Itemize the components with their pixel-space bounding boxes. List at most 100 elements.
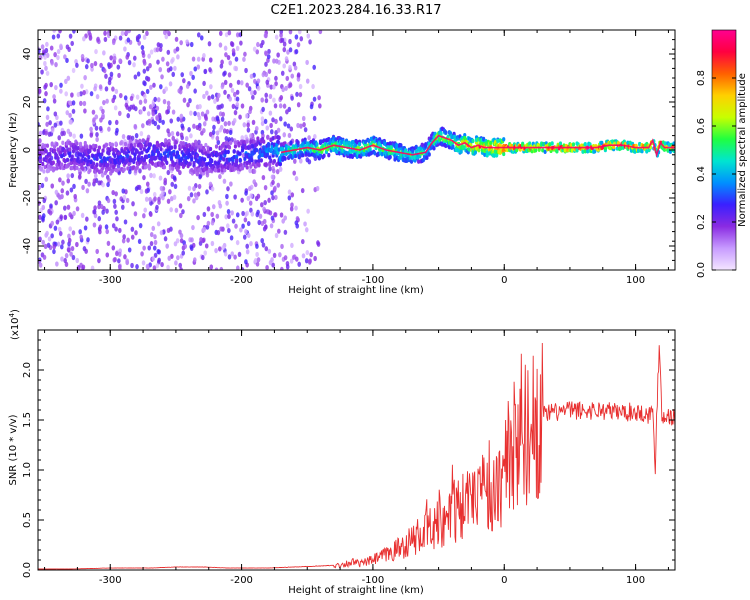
spectrogram-ridge-cell <box>583 142 587 147</box>
spectrogram-noise-cell <box>263 200 267 206</box>
spectrogram-noise-cell <box>293 158 297 164</box>
spectrogram-noise-cell <box>268 166 272 172</box>
x-tick-label: -200 <box>230 275 253 286</box>
spectrogram-noise-cell <box>265 125 270 131</box>
spectrogram-noise-cell <box>82 90 86 96</box>
spectrogram-noise-cell <box>179 40 183 46</box>
spectrogram-noise-cell <box>296 76 301 82</box>
spectrogram-noise-cell <box>139 109 143 115</box>
spectrogram-ridge-cell <box>664 141 668 146</box>
spectrogram-noise-cell <box>202 53 206 59</box>
spectrogram-noise-cell <box>158 67 163 73</box>
spectrogram-ridge-cell <box>171 166 175 171</box>
spectrogram-noise-cell <box>97 258 101 264</box>
spectrogram-noise-cell <box>91 109 96 115</box>
spectrogram-noise-cell <box>244 67 248 74</box>
spectrogram-noise-cell <box>50 233 54 239</box>
spectrogram-noise-cell <box>243 217 248 223</box>
spectrogram-noise-cell <box>203 250 208 256</box>
spectrogram-noise-cell <box>231 103 236 109</box>
spectrogram-noise-cell <box>140 44 145 51</box>
spectrogram-noise-cell <box>249 207 253 213</box>
spectrogram-noise-cell <box>132 55 137 61</box>
spectrogram-ridge-cell <box>277 147 281 152</box>
spectrogram-ridge-cell <box>184 155 188 160</box>
spectrogram-noise-cell <box>102 99 106 106</box>
spectrogram-ridge-cell <box>175 150 180 155</box>
spectrogram-noise-cell <box>295 215 300 222</box>
spectrogram-noise-cell <box>72 210 76 217</box>
spectrogram-ridge-cell <box>586 149 590 154</box>
spectrogram-noise-cell <box>155 263 160 269</box>
spectrogram-noise-cell <box>288 64 292 71</box>
chart-title: C2E1.2023.284.16.33.R17 <box>270 3 441 18</box>
spectrogram-noise-cell <box>95 94 100 100</box>
spectrogram-noise-cell <box>205 189 209 195</box>
spectrogram-noise-cell <box>307 159 312 165</box>
spectrogram-noise-cell <box>265 264 269 270</box>
spectrogram-ridge-cell <box>191 150 195 155</box>
spectrogram-noise-cell <box>224 135 229 142</box>
spectrogram-ridge-cell <box>190 157 194 162</box>
spectrogram-noise-cell <box>279 95 284 101</box>
spectrogram-ridge-cell <box>444 130 448 135</box>
spectrogram-noise-cell <box>43 60 47 67</box>
spectrogram-noise-cell <box>241 210 245 217</box>
spectrogram-noise-cell <box>300 187 305 194</box>
spectrogram-noise-cell <box>229 181 233 187</box>
spectrogram-noise-cell <box>168 81 173 87</box>
spectrogram-noise-cell <box>65 110 70 116</box>
x-tick-label: 100 <box>626 275 645 286</box>
spectrogram-noise-cell <box>41 239 46 245</box>
spectrogram-ridge-cell <box>640 149 644 154</box>
spectrogram-noise-cell <box>235 32 240 38</box>
spectrogram-noise-cell <box>79 100 83 106</box>
spectrogram-ridge-cell <box>48 151 52 157</box>
spectrogram-noise-cell <box>260 238 265 244</box>
colorbar-tick-label: 0.0 <box>696 262 707 278</box>
spectrogram-noise-cell <box>61 180 65 186</box>
spectrogram-noise-cell <box>234 223 238 229</box>
spectrogram-ridge-cell <box>275 146 279 152</box>
spectrogram-noise-cell <box>92 222 97 228</box>
spectrogram-noise-cell <box>268 93 273 99</box>
spectrogram-noise-cell <box>75 206 80 212</box>
spectrogram-noise-cell <box>221 111 225 117</box>
spectrogram-noise-cell <box>261 106 265 112</box>
spectrogram-noise-cell <box>121 134 126 140</box>
spectrogram-noise-cell <box>312 115 317 121</box>
spectrogram-noise-cell <box>288 30 293 35</box>
spectrogram-ridge-cell <box>153 144 157 150</box>
spectrogram-noise-cell <box>226 54 231 61</box>
spectrogram-noise-cell <box>248 200 253 206</box>
spectrogram-ridge-cell <box>112 147 116 153</box>
spectrogram-noise-cell <box>185 83 190 89</box>
spectrogram-noise-cell <box>287 132 292 139</box>
spectrogram-noise-cell <box>282 63 287 69</box>
spectrogram-noise-cell <box>215 116 220 122</box>
spectrogram-ridge-cell <box>47 168 51 173</box>
spectrogram-ridge-cell <box>203 157 207 162</box>
spectrogram-noise-cell <box>225 128 230 135</box>
spectrogram-noise-cell <box>225 200 229 206</box>
spectrogram-ridge-cell <box>217 168 221 173</box>
spectrogram-ridge-cell <box>88 168 92 173</box>
spectrogram-noise-cell <box>171 109 176 115</box>
spectrogram-noise-cell <box>98 84 103 90</box>
spectrogram-noise-cell <box>135 35 140 41</box>
spectrogram-ridge-cell <box>243 156 247 162</box>
spectrogram-noise-cell <box>174 260 178 266</box>
spectrogram-noise-cell <box>132 62 136 68</box>
spectrogram-noise-cell <box>189 110 193 116</box>
spectrogram-noise-cell <box>148 196 152 203</box>
spectrogram-noise-cell <box>159 185 164 192</box>
spectrogram-noise-cell <box>114 226 118 232</box>
spectrogram-noise-cell <box>80 212 85 218</box>
spectrogram-noise-cell <box>93 205 97 211</box>
spectrogram-noise-cell <box>270 174 275 180</box>
spectrogram-noise-cell <box>290 95 294 101</box>
spectrogram-noise-cell <box>240 103 245 109</box>
spectrogram-noise-cell <box>128 169 132 175</box>
spectrogram-ridge-cell <box>65 157 70 163</box>
spectrogram-noise-cell <box>264 92 269 98</box>
